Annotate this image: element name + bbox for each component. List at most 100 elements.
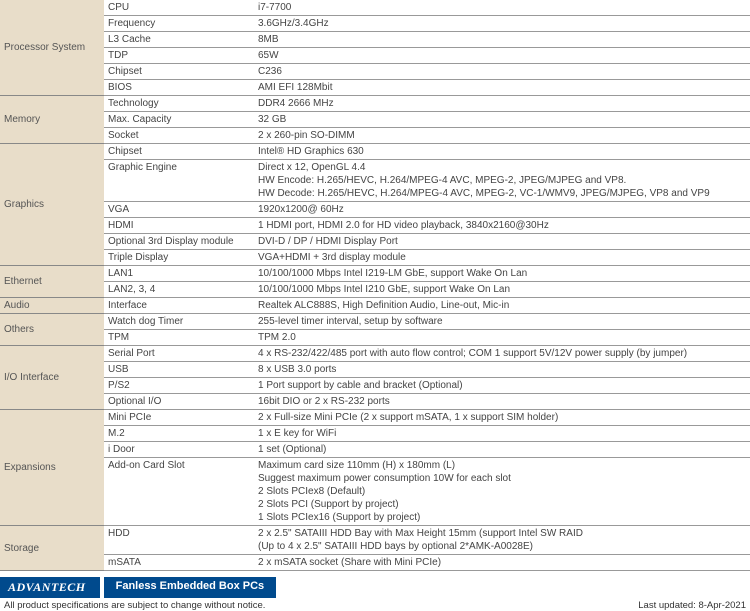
value-cell: 2 x Full-size Mini PCIe (2 x support mSA… [254,410,750,426]
table-row: M.21 x E key for WiFi [0,426,750,442]
value-cell: 10/100/1000 Mbps Intel I210 GbE, support… [254,282,750,298]
value-cell: TPM 2.0 [254,330,750,346]
category-cell: Ethernet [0,266,104,298]
value-cell: Direct x 12, OpenGL 4.4 HW Encode: H.265… [254,160,750,202]
value-cell: Maximum card size 110mm (H) x 180mm (L) … [254,458,750,526]
footer-bar: ADVANTECH Fanless Embedded Box PCs [0,577,750,598]
table-row: VGA1920x1200@ 60Hz [0,202,750,218]
subcategory-cell: TDP [104,48,254,64]
subcategory-cell: Frequency [104,16,254,32]
product-tagline: Fanless Embedded Box PCs [104,577,277,598]
table-row: Socket2 x 260-pin SO-DIMM [0,128,750,144]
value-cell: Realtek ALC888S, High Definition Audio, … [254,298,750,314]
category-cell: Expansions [0,410,104,526]
category-cell: Memory [0,96,104,144]
value-cell: DVI-D / DP / HDMI Display Port [254,234,750,250]
value-cell: i7-7700 [254,0,750,16]
subcategory-cell: VGA [104,202,254,218]
subcategory-cell: i Door [104,442,254,458]
table-row: Frequency3.6GHz/3.4GHz [0,16,750,32]
table-row: mSATA2 x mSATA socket (Share with Mini P… [0,555,750,571]
table-row: Triple DisplayVGA+HDMI + 3rd display mod… [0,250,750,266]
value-cell: AMI EFI 128Mbit [254,80,750,96]
value-cell: 2 x 2.5" SATAIII HDD Bay with Max Height… [254,526,750,555]
table-row: TPMTPM 2.0 [0,330,750,346]
subcategory-cell: Technology [104,96,254,112]
value-cell: 8 x USB 3.0 ports [254,362,750,378]
subcategory-cell: Socket [104,128,254,144]
subcategory-cell: L3 Cache [104,32,254,48]
table-row: HDMI1 HDMI port, HDMI 2.0 for HD video p… [0,218,750,234]
table-row: BIOSAMI EFI 128Mbit [0,80,750,96]
table-row: StorageHDD2 x 2.5" SATAIII HDD Bay with … [0,526,750,555]
value-cell: DDR4 2666 MHz [254,96,750,112]
value-cell: 16bit DIO or 2 x RS-232 ports [254,394,750,410]
table-row: ExpansionsMini PCIe2 x Full-size Mini PC… [0,410,750,426]
table-row: MemoryTechnologyDDR4 2666 MHz [0,96,750,112]
value-cell: 8MB [254,32,750,48]
table-row: OthersWatch dog Timer255-level timer int… [0,314,750,330]
brand-logo: ADVANTECH [0,577,100,598]
table-row: USB8 x USB 3.0 ports [0,362,750,378]
value-cell: Intel® HD Graphics 630 [254,144,750,160]
subcategory-cell: USB [104,362,254,378]
table-row: Add-on Card SlotMaximum card size 110mm … [0,458,750,526]
subcategory-cell: HDMI [104,218,254,234]
category-cell: Others [0,314,104,346]
value-cell: 1 Port support by cable and bracket (Opt… [254,378,750,394]
disclaimer-text: All product specifications are subject t… [4,600,265,611]
value-cell: VGA+HDMI + 3rd display module [254,250,750,266]
category-cell: Graphics [0,144,104,266]
subcategory-cell: Add-on Card Slot [104,458,254,526]
subcategory-cell: Chipset [104,64,254,80]
value-cell: 1 HDMI port, HDMI 2.0 for HD video playb… [254,218,750,234]
subcategory-cell: Mini PCIe [104,410,254,426]
subcategory-cell: HDD [104,526,254,555]
table-row: Processor SystemCPUi7-7700 [0,0,750,16]
spec-table: Processor SystemCPUi7-7700Frequency3.6GH… [0,0,750,571]
subcategory-cell: BIOS [104,80,254,96]
value-cell: C236 [254,64,750,80]
table-row: TDP65W [0,48,750,64]
value-cell: 10/100/1000 Mbps Intel I219-LM GbE, supp… [254,266,750,282]
subcategory-cell: Interface [104,298,254,314]
value-cell: 3.6GHz/3.4GHz [254,16,750,32]
value-cell: 1 x E key for WiFi [254,426,750,442]
table-row: P/S21 Port support by cable and bracket … [0,378,750,394]
value-cell: 32 GB [254,112,750,128]
subcategory-cell: LAN2, 3, 4 [104,282,254,298]
subcategory-cell: Max. Capacity [104,112,254,128]
subcategory-cell: Triple Display [104,250,254,266]
table-row: AudioInterfaceRealtek ALC888S, High Defi… [0,298,750,314]
value-cell: 2 x 260-pin SO-DIMM [254,128,750,144]
table-row: Optional I/O16bit DIO or 2 x RS-232 port… [0,394,750,410]
footnotes: All product specifications are subject t… [0,598,750,611]
category-cell: Processor System [0,0,104,96]
table-row: i Door1 set (Optional) [0,442,750,458]
subcategory-cell: Chipset [104,144,254,160]
table-row: I/O InterfaceSerial Port4 x RS-232/422/4… [0,346,750,362]
last-updated-text: Last updated: 8-Apr-2021 [638,600,746,611]
table-row: GraphicsChipsetIntel® HD Graphics 630 [0,144,750,160]
subcategory-cell: LAN1 [104,266,254,282]
table-row: Optional 3rd Display moduleDVI-D / DP / … [0,234,750,250]
subcategory-cell: CPU [104,0,254,16]
subcategory-cell: M.2 [104,426,254,442]
subcategory-cell: Optional I/O [104,394,254,410]
subcategory-cell: P/S2 [104,378,254,394]
category-cell: Audio [0,298,104,314]
subcategory-cell: mSATA [104,555,254,571]
value-cell: 4 x RS-232/422/485 port with auto flow c… [254,346,750,362]
value-cell: 65W [254,48,750,64]
value-cell: 2 x mSATA socket (Share with Mini PCIe) [254,555,750,571]
value-cell: 1 set (Optional) [254,442,750,458]
subcategory-cell: Serial Port [104,346,254,362]
table-row: LAN2, 3, 410/100/1000 Mbps Intel I210 Gb… [0,282,750,298]
value-cell: 1920x1200@ 60Hz [254,202,750,218]
table-row: Graphic EngineDirect x 12, OpenGL 4.4 HW… [0,160,750,202]
subcategory-cell: Graphic Engine [104,160,254,202]
subcategory-cell: Optional 3rd Display module [104,234,254,250]
category-cell: Storage [0,526,104,571]
subcategory-cell: TPM [104,330,254,346]
table-row: L3 Cache8MB [0,32,750,48]
